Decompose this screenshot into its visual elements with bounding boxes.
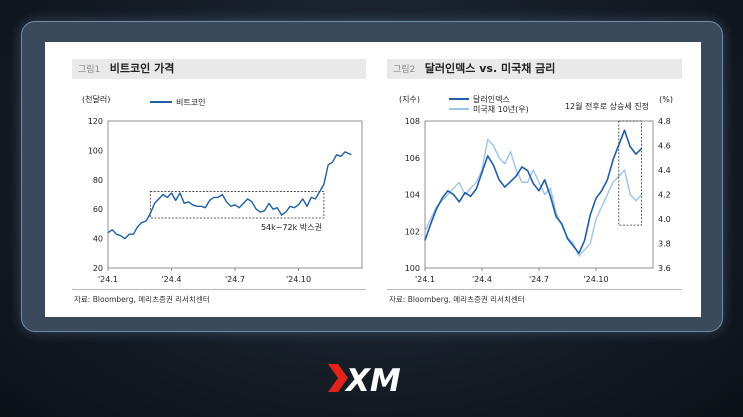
x-tick-label: '24.10	[286, 275, 311, 284]
y-tick-label: 40	[93, 235, 103, 244]
panel1-divider	[72, 289, 366, 290]
x-tick-label: '24.4	[472, 275, 492, 284]
y-left-tick-label: 106	[405, 154, 420, 163]
y-right-tick-label: 4.2	[658, 191, 671, 200]
x-tick-label: '24.1	[415, 275, 435, 284]
legend-label-treasury-10y: 미국채 10년(우)	[473, 104, 529, 114]
panel2-source: 자료: Bloomberg, 메리츠증권 리서치센터	[389, 295, 525, 304]
y-tick-label: 100	[88, 146, 103, 155]
xm-logo-text: XM	[344, 363, 401, 394]
x-tick-label: '24.10	[583, 275, 608, 284]
report-card	[45, 42, 701, 317]
xm-logo: XM	[328, 363, 401, 394]
x-tick-label: '24.7	[529, 275, 549, 284]
y-left-tick-label: 108	[405, 117, 420, 126]
x-tick-label: '24.1	[98, 275, 118, 284]
y-right-tick-label: 4.4	[658, 166, 671, 175]
panel1-source: 자료: Bloomberg, 메리츠증권 리서치센터	[74, 295, 210, 304]
panel2-title: 달러인덱스 vs. 미국채 금리	[424, 62, 556, 75]
y-tick-label: 20	[93, 264, 103, 273]
panel2-divider	[387, 289, 682, 290]
series-line-bitcoin	[107, 151, 352, 240]
bitcoin-chart: (천달러) 비트코인 20 40 60 80 100 120 '24.1 '24.4 '24.7 '2…	[82, 94, 363, 284]
x-tick-label: '24.4	[161, 275, 181, 284]
series-line-dollar-index	[424, 129, 643, 255]
range-box-label: 54k~72k 박스권	[261, 222, 322, 232]
legend-label-dollar-index: 달러인덱스	[473, 94, 510, 104]
y-right-tick-label: 4.6	[658, 142, 671, 151]
y-axis-right-unit-label: (%)	[659, 95, 673, 104]
y-left-tick-label: 104	[405, 191, 420, 200]
xm-logo-chevron	[328, 364, 348, 392]
panel1-tag: 그림1	[78, 65, 101, 75]
trend-annotation-label: 12월 전후로 상승세 진정	[565, 101, 649, 111]
y-left-tick-label: 100	[405, 264, 420, 273]
series-line-treasury-10y	[424, 138, 643, 257]
x-tick-label: '24.7	[225, 275, 245, 284]
y-right-tick-label: 3.8	[658, 240, 671, 249]
y-right-tick-label: 4.0	[658, 215, 671, 224]
y-axis-left-unit-label: (지수)	[399, 95, 420, 104]
panel1-title-bar: 그림1 비트코인 가격	[72, 59, 366, 79]
panel2-title-bar: 그림2 달러인덱스 vs. 미국채 금리	[387, 59, 682, 79]
range-box	[149, 191, 325, 219]
y-left-tick-label: 102	[405, 227, 420, 236]
trend-box	[618, 120, 643, 226]
y-axis-unit-label: (천달러)	[82, 94, 110, 104]
y-tick-label: 60	[93, 205, 103, 214]
y-right-tick-label: 3.6	[658, 264, 671, 273]
legend-label-bitcoin: 비트코인	[176, 97, 205, 107]
y-right-tick-label: 4.8	[658, 117, 671, 126]
y-tick-label: 80	[93, 176, 103, 185]
panel1-title: 비트코인 가격	[109, 62, 175, 75]
y-tick-label: 120	[88, 117, 103, 126]
panel2-tag: 그림2	[393, 65, 416, 75]
